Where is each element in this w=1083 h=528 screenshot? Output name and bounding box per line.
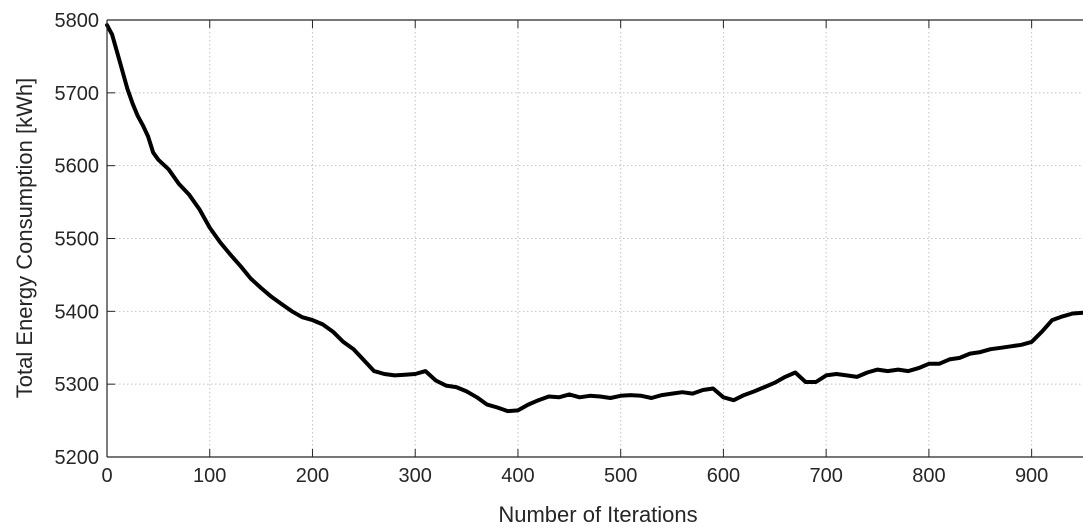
- x-tick-label: 700: [809, 465, 842, 487]
- y-tick-label: 5400: [55, 301, 100, 323]
- y-tick-label: 5300: [55, 374, 100, 396]
- x-tick-label: 800: [912, 465, 945, 487]
- y-axis-label: Total Energy Consumption [kWh]: [12, 78, 37, 398]
- x-tick-label: 0: [101, 465, 112, 487]
- x-tick-label: 300: [399, 465, 432, 487]
- y-tick-label: 5600: [55, 156, 100, 178]
- x-tick-label: 900: [1015, 465, 1048, 487]
- y-tick-label: 5200: [55, 447, 100, 469]
- x-tick-label: 600: [707, 465, 740, 487]
- y-axis-ticks: 5200 5300 5400 5500 5600 5700 5800: [55, 10, 115, 469]
- y-tick-label: 5700: [55, 83, 100, 105]
- x-tick-label: 100: [193, 465, 226, 487]
- x-axis-label: Number of Iterations: [498, 502, 697, 527]
- x-tick-label: 400: [501, 465, 534, 487]
- y-tick-label: 5500: [55, 229, 100, 251]
- grid-lines: [107, 20, 1083, 457]
- x-tick-label: 200: [296, 465, 329, 487]
- energy-consumption-line: [105, 23, 1083, 414]
- y-tick-label: 5800: [55, 10, 100, 32]
- x-axis-ticks: 0 100 200 300 400 500 600 700 800 900: [101, 20, 1048, 487]
- x-tick-label: 500: [604, 465, 637, 487]
